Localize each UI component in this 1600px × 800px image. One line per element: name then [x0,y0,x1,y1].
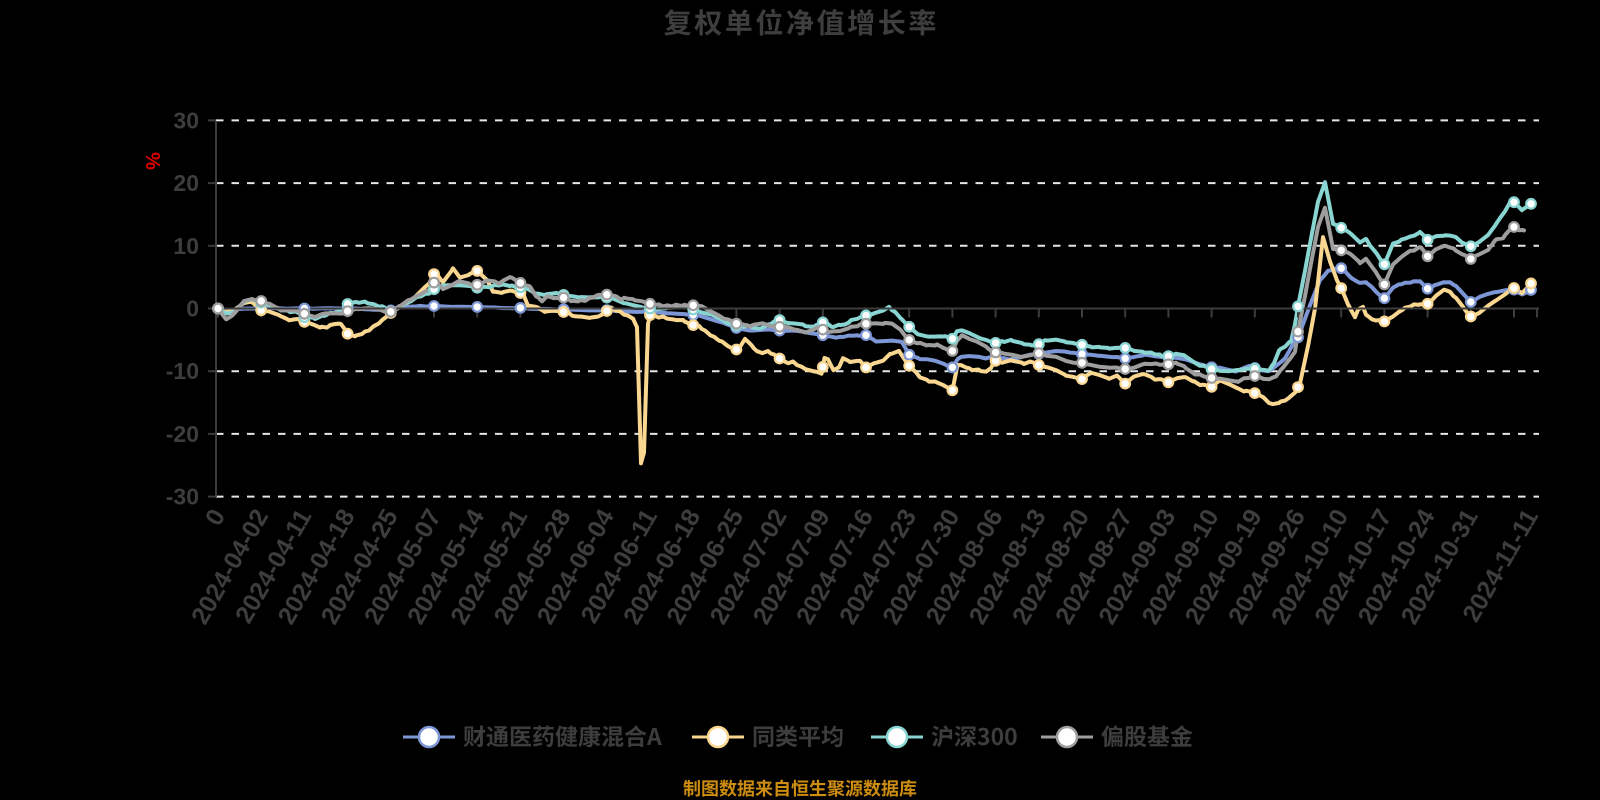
svg-text:%: % [141,152,163,170]
svg-text:-30: -30 [166,484,199,510]
svg-text:0: 0 [186,296,199,322]
svg-text:-10: -10 [166,358,199,384]
svg-text:20: 20 [173,170,199,196]
svg-text:10: 10 [173,233,199,259]
svg-text:30: 30 [173,107,199,133]
svg-text:-20: -20 [166,421,199,447]
